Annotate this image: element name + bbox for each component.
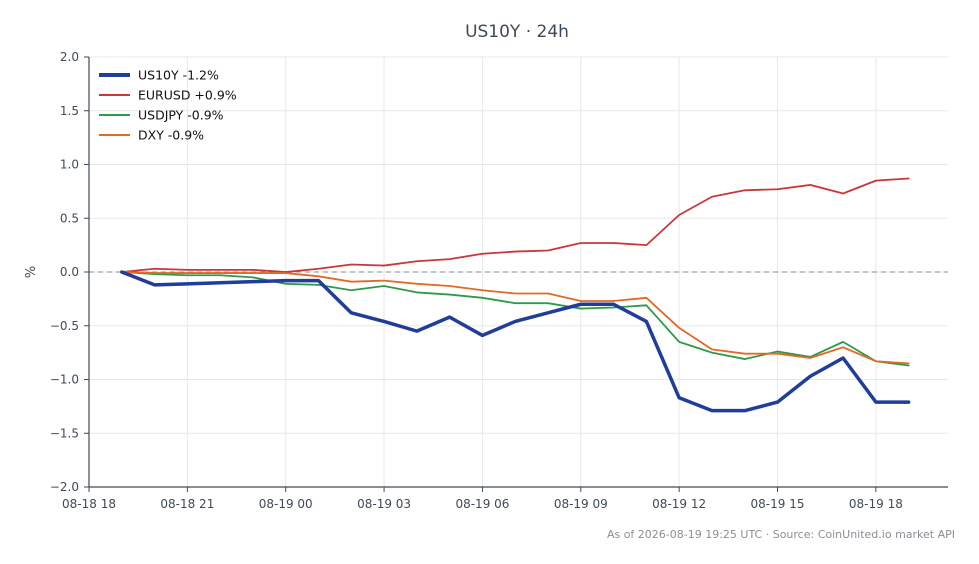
chart-title: US10Y · 24h	[465, 22, 569, 42]
y-tick-label-2: 1.0	[60, 158, 79, 172]
y-tick-label-7: −1.5	[50, 426, 79, 440]
legend-label-2: USDJPY -0.9%	[138, 108, 224, 123]
legend-label-3: DXY -0.9%	[138, 128, 204, 143]
y-tick-label-1: 1.5	[60, 104, 79, 118]
x-tick-label-7: 08-19 15	[751, 497, 805, 511]
x-tick-label-5: 08-19 09	[554, 497, 608, 511]
legend-label-0: US10Y -1.2%	[138, 68, 219, 83]
legend-label-1: EURUSD +0.9%	[138, 88, 237, 103]
x-tick-label-1: 08-18 21	[160, 497, 214, 511]
legend: US10Y -1.2% EURUSD +0.9% USDJPY -0.9% DXY -…	[99, 68, 237, 143]
y-tick-label-6: −1.0	[50, 373, 79, 387]
x-tick-label-3: 08-19 03	[357, 497, 411, 511]
y-tick-label-3: 0.5	[60, 211, 79, 225]
y-tick-label-5: −0.5	[50, 319, 79, 333]
x-tick-label-8: 08-19 18	[849, 497, 903, 511]
x-tick-label-2: 08-19 00	[259, 497, 313, 511]
series-line-0	[120, 270, 911, 413]
series-line-2	[120, 271, 910, 367]
y-tick-label-0: 2.0	[60, 50, 79, 64]
series-lines	[120, 177, 911, 413]
series-line-1	[120, 177, 910, 273]
x-tick-label-0: 08-18 18	[62, 497, 116, 511]
y-axis-label: %	[24, 266, 39, 278]
y-ticks: 2.0 1.5 1.0 0.5 0.0 −0.5 −1.0 −1.5 −2.0	[50, 50, 89, 494]
x-ticks: 08-18 18 08-18 21 08-19 00 08-19 03 08-19 06…	[62, 487, 903, 511]
y-tick-label-4: 0.0	[60, 265, 79, 279]
footer-source: As of 2026-08-19 19:25 UTC · Source: Coi…	[607, 528, 955, 541]
x-tick-label-4: 08-19 06	[455, 497, 509, 511]
y-tick-label-8: −2.0	[50, 480, 79, 494]
series-line-3	[120, 271, 910, 365]
x-tick-label-6: 08-19 12	[652, 497, 706, 511]
